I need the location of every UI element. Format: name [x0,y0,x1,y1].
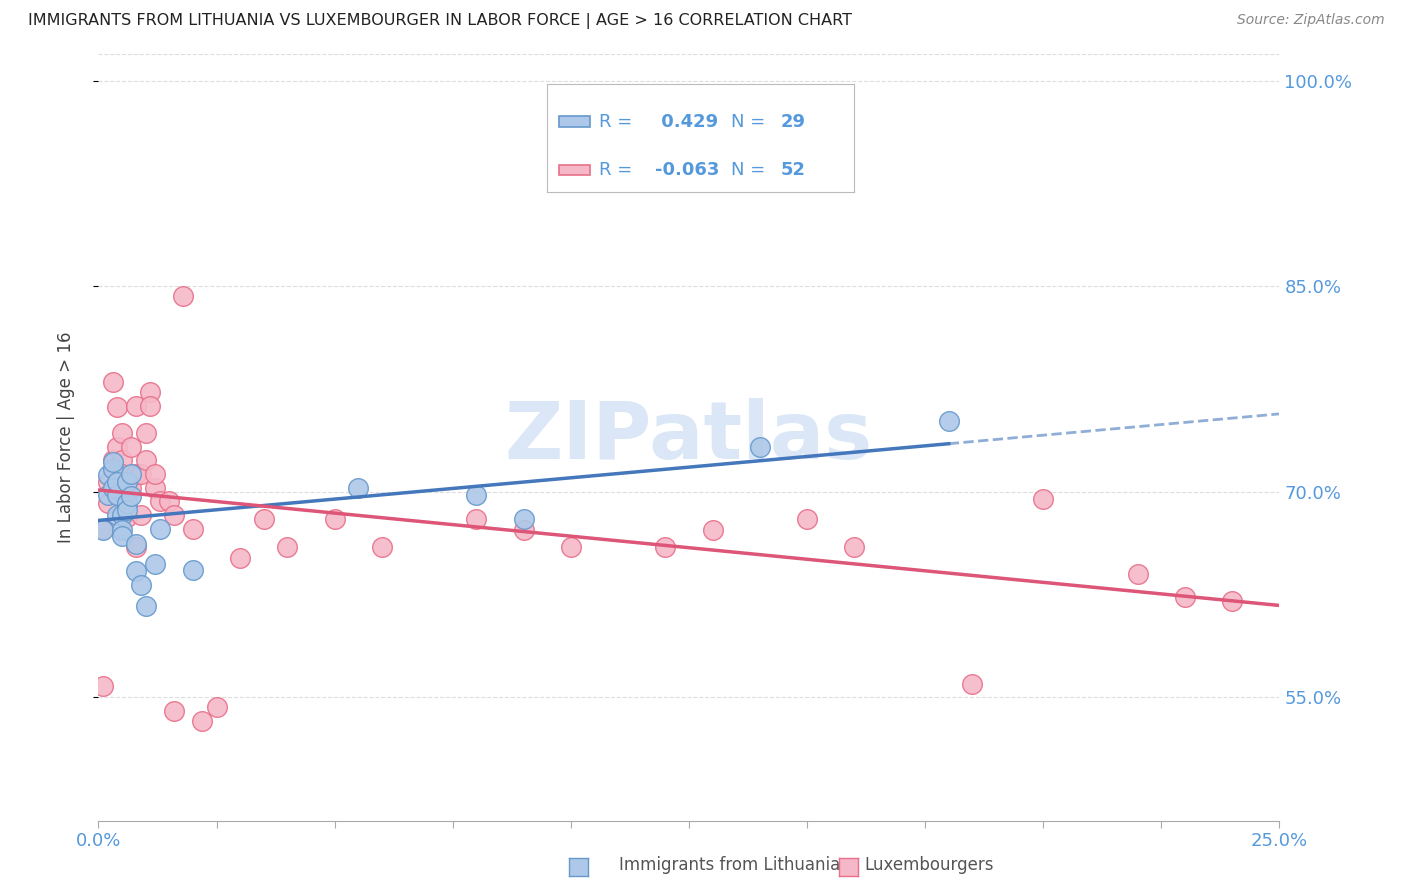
Point [97,496,120,510]
Point [111,529,134,543]
Point [143,481,166,495]
Point [276,540,298,554]
Point [191,714,214,728]
Point [129,578,152,592]
Point [1174,591,1197,605]
Point [115,496,138,510]
Point [105,475,128,490]
Point [163,508,186,523]
Point [938,414,960,428]
Point [101,481,124,495]
Point [135,425,157,440]
Point [796,512,818,526]
Point [253,512,276,526]
Point [125,537,148,551]
Point [121,481,143,495]
Point [97,468,120,483]
Y-axis label: In Labor Force | Age > 16: In Labor Force | Age > 16 [56,331,75,543]
Text: IMMIGRANTS FROM LITHUANIA VS LUXEMBOURGER IN LABOR FORCE | AGE > 16 CORRELATION : IMMIGRANTS FROM LITHUANIA VS LUXEMBOURGE… [28,13,852,29]
Point [91,679,114,693]
Point [105,488,128,502]
Text: Source: ZipAtlas.com: Source: ZipAtlas.com [1237,13,1385,28]
Point [465,488,488,502]
Point [115,475,138,490]
Point [97,475,120,490]
Point [512,523,534,537]
Point [748,440,770,454]
Point [143,467,166,481]
Point [101,455,124,469]
Point [143,558,166,572]
Point [129,508,152,523]
Point [172,289,194,303]
Point [105,400,128,414]
Point [101,376,124,390]
Point [125,540,148,554]
Point [512,512,534,526]
Point [115,502,138,516]
Point [111,453,134,467]
Point [323,512,346,526]
Point [139,384,162,399]
Point [560,540,582,554]
Point [347,481,370,495]
Point [111,425,134,440]
Point [105,440,128,454]
Point [115,509,138,524]
Point [163,704,186,718]
Point [962,676,984,690]
Point [229,550,252,565]
Point [465,512,488,526]
Text: Immigrants from Lithuania: Immigrants from Lithuania [619,856,839,874]
Point [111,467,134,481]
Point [97,488,120,502]
Point [101,461,124,475]
Point [105,508,128,523]
Point [91,523,114,537]
Point [1220,594,1243,608]
Point [129,467,152,481]
Point [121,440,143,454]
Point [157,494,180,508]
Point [371,540,394,554]
Point [111,508,134,523]
Text: Luxembourgers: Luxembourgers [865,856,994,874]
Point [139,399,162,413]
Text: ZIPatlas: ZIPatlas [505,398,873,476]
Point [115,481,138,495]
Point [101,453,124,467]
Point [1126,567,1149,582]
Point [1032,491,1054,506]
Point [91,522,114,536]
Point [135,453,157,467]
Point [205,700,228,714]
Point [125,467,148,481]
Point [125,399,148,413]
Point [135,599,157,613]
Point [149,494,172,508]
Point [654,540,676,554]
Point [844,540,866,554]
Point [181,563,204,577]
Point [121,489,143,503]
Point [111,523,134,537]
Point [702,523,724,537]
Point [149,522,172,536]
Point [101,461,124,475]
Point [181,522,204,536]
Point [121,467,143,481]
Point [125,565,148,579]
